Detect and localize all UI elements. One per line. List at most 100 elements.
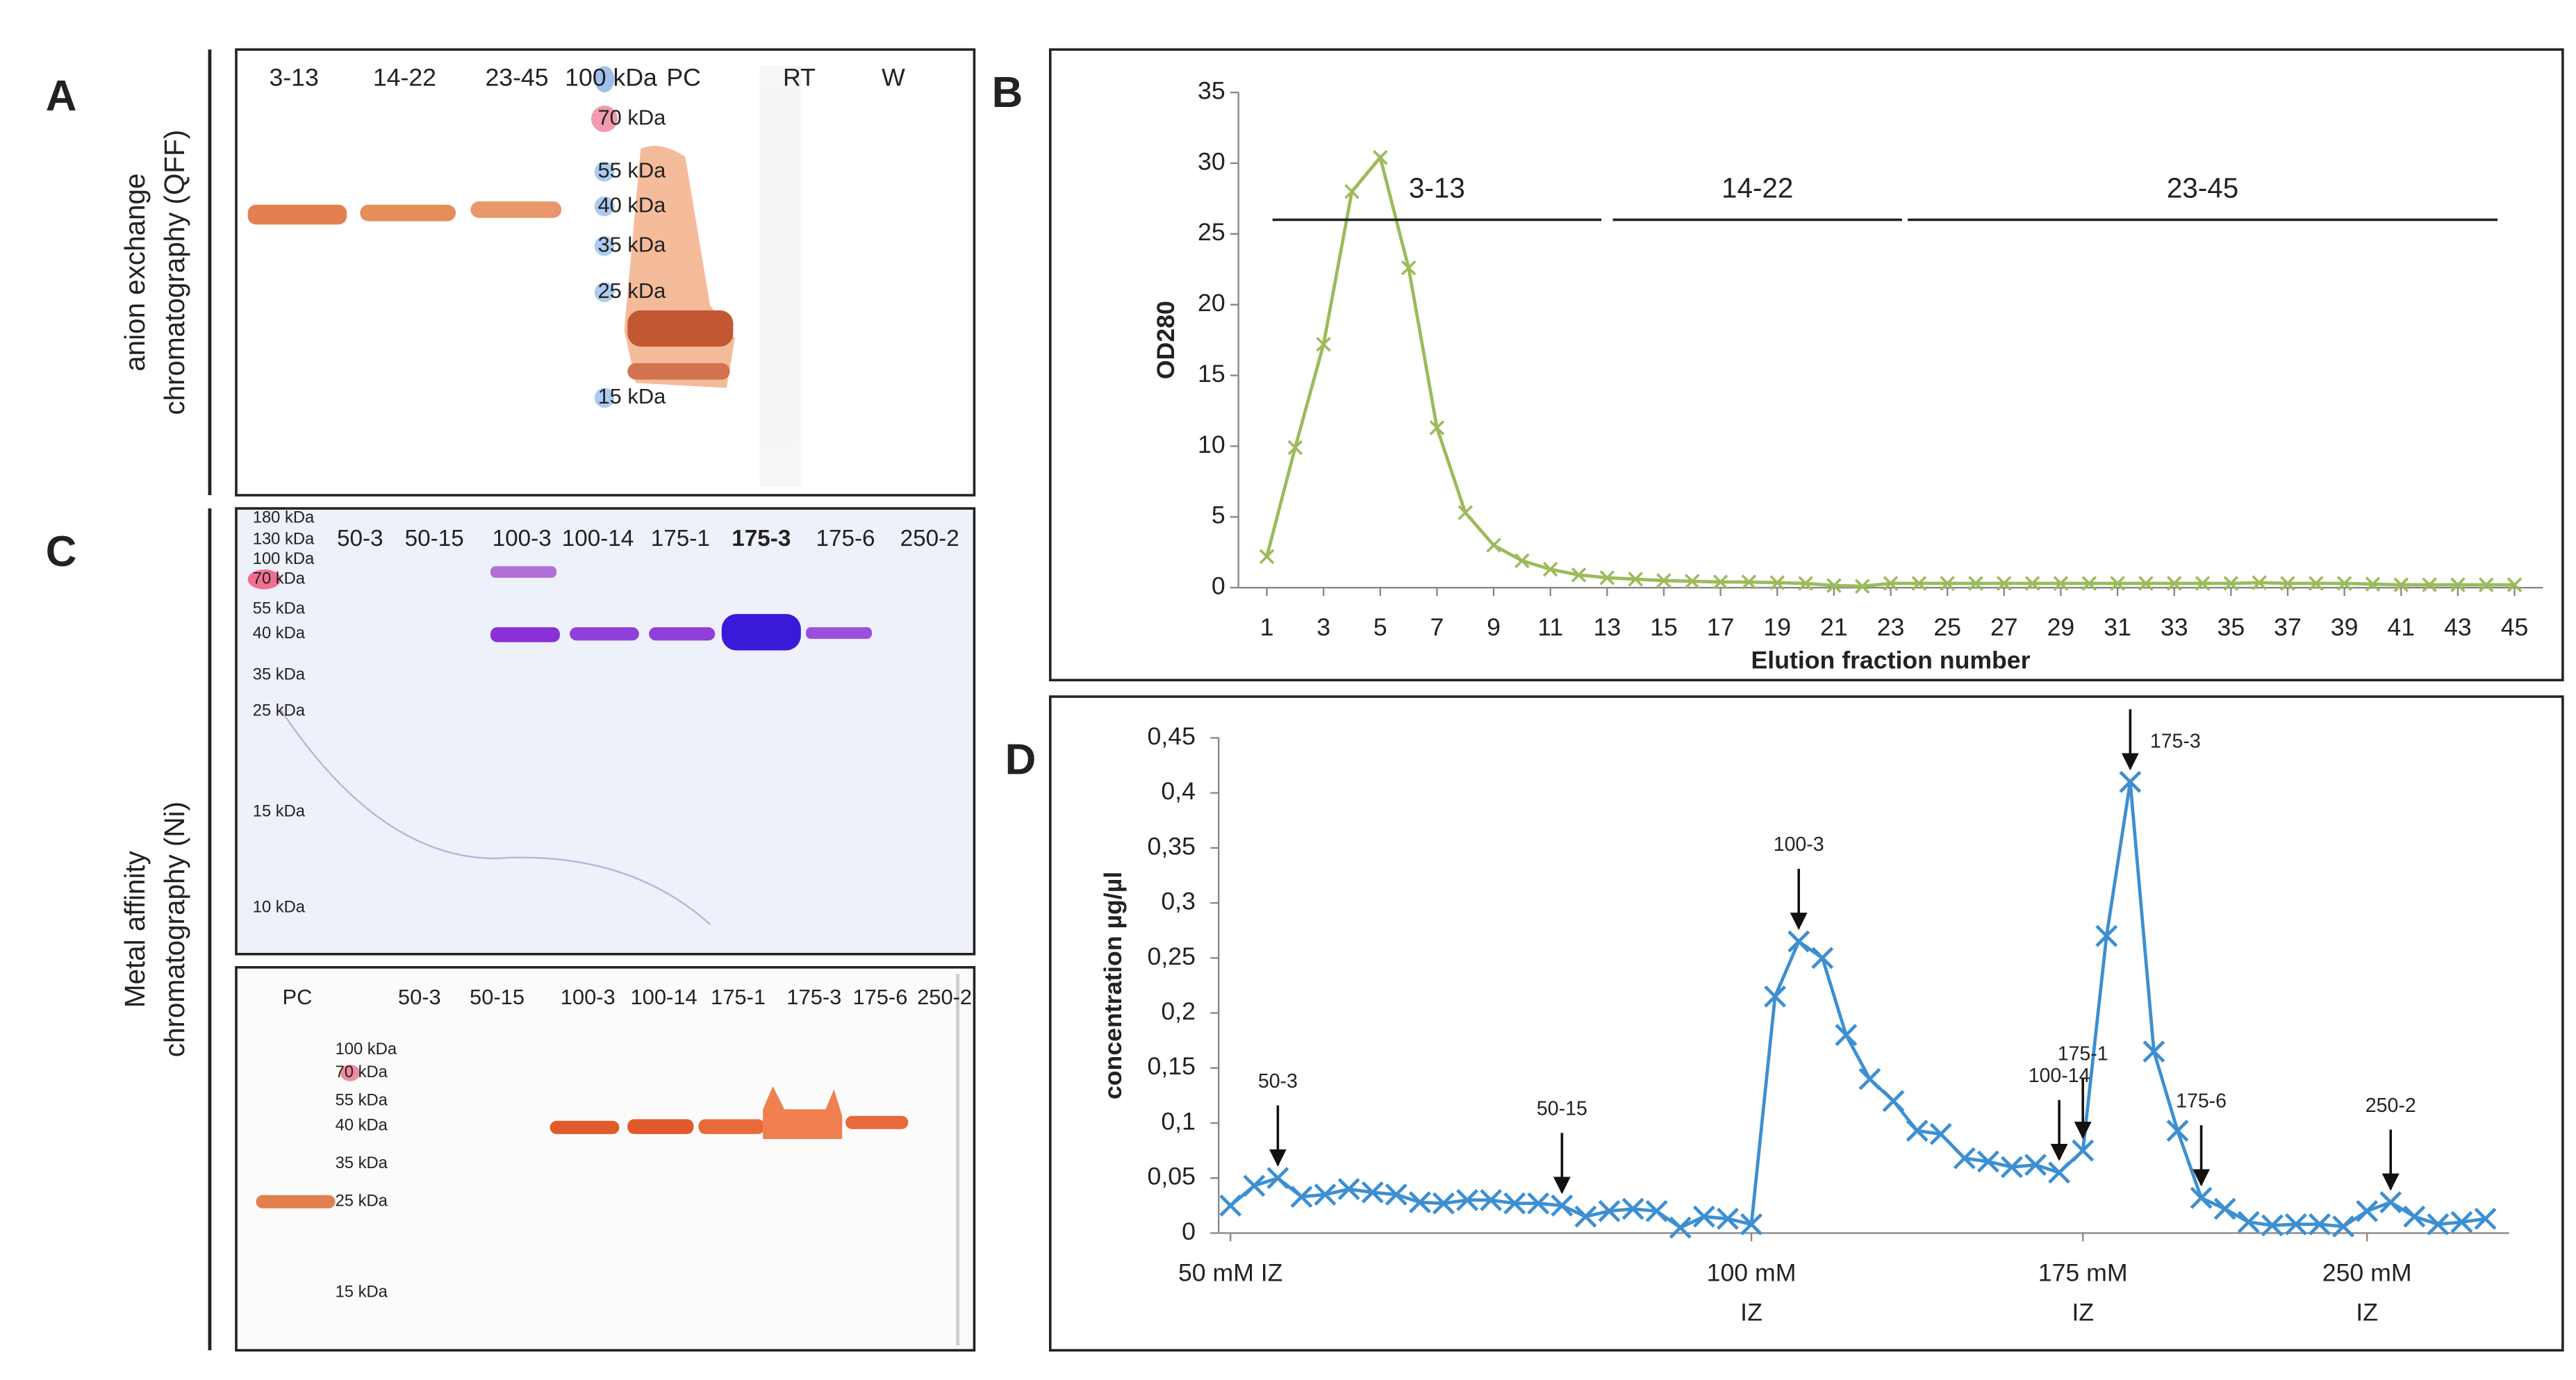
data-point [1433, 1192, 1455, 1215]
gel-label: 250-2 [900, 526, 959, 551]
x-tick-label: 37 [2274, 613, 2302, 641]
x-tick-label: IZ [1740, 1298, 1762, 1326]
gel-label: 100-14 [631, 985, 697, 1009]
data-point [2379, 1191, 2402, 1214]
data-point [1287, 440, 1303, 456]
data-point [1571, 567, 1587, 583]
y-tick-label: 30 [1198, 147, 1225, 175]
gel-label: 175-1 [711, 985, 766, 1009]
data-line [1229, 781, 2486, 1230]
gel-label: 175-6 [816, 526, 875, 551]
x-tick-label: 100 mM [1707, 1258, 1797, 1286]
x-tick-label: IZ [2356, 1298, 2378, 1326]
gel-label: 50-3 [337, 526, 383, 551]
y-tick-label: 0,2 [1161, 997, 1196, 1025]
data-point [1429, 420, 1445, 435]
data-point [2237, 1211, 2260, 1233]
data-point [1290, 1186, 1313, 1208]
data-point [2095, 924, 2118, 947]
data-point [1551, 1194, 1574, 1217]
gel-c-top [235, 507, 976, 956]
y-tick-label: 20 [1198, 289, 1225, 317]
y-tick-label: 0,05 [1148, 1163, 1196, 1190]
y-tick-label: 0 [1212, 572, 1225, 600]
data-point [2478, 577, 2494, 592]
data-point [1798, 576, 1813, 591]
arrow-label: 50-15 [1537, 1098, 1587, 1120]
gel-label: 14-22 [373, 64, 436, 92]
data-point [1883, 576, 1899, 591]
panel-b-frame [1048, 48, 2564, 682]
panel-letter: B [992, 69, 1023, 117]
data-point [1787, 930, 1810, 953]
data-point [1503, 1192, 1526, 1215]
y-tick-label: 0,4 [1161, 777, 1196, 805]
data-point [2332, 1215, 2354, 1238]
data-point [1656, 573, 1671, 588]
data-point [1764, 985, 1787, 1008]
panel-letter: C [46, 528, 77, 576]
y-tick-label: 0,25 [1148, 942, 1196, 970]
data-point [2474, 1207, 2497, 1230]
gel-label: 180 kDa [253, 508, 315, 527]
gel-label: 250-2 [917, 985, 972, 1009]
data-point [2427, 1213, 2450, 1236]
gel-label: 55 kDa [253, 599, 306, 617]
data-point [1882, 1090, 1905, 1113]
gel-c-bottom [235, 966, 976, 1352]
data-point [1645, 1199, 1668, 1222]
gel-label: 40 kDa [598, 192, 667, 217]
x-tick-label: 23 [1877, 613, 1905, 641]
x-tick-label: 3 [1316, 613, 1330, 641]
side-label: chromatography (Ni) [158, 801, 190, 1057]
y-axis-label: concentration µg/µl [1099, 872, 1127, 1099]
gel-label: RT [783, 64, 816, 92]
x-tick-label: 39 [2331, 613, 2359, 641]
data-point [2223, 576, 2239, 591]
gel-label: 23-45 [485, 64, 548, 92]
data-point [2048, 1161, 2071, 1184]
data-point [1854, 579, 1870, 594]
data-point [1835, 1024, 1858, 1047]
x-tick-label: 5 [1373, 613, 1387, 641]
data-point [2356, 1199, 2379, 1222]
x-tick-label: 25 [1933, 613, 1961, 641]
data-point [1716, 1207, 1739, 1230]
data-point [1266, 1167, 1289, 1190]
data-point [1361, 1181, 1384, 1204]
x-tick-label: 27 [1990, 613, 2018, 641]
y-axis-label: OD280 [1152, 301, 1180, 379]
data-point [1741, 574, 1757, 590]
gel-label: 50-15 [470, 985, 525, 1009]
gel-label: 175-3 [786, 985, 841, 1009]
data-point [2213, 1197, 2236, 1220]
x-tick-label: IZ [2072, 1298, 2094, 1326]
data-point [2000, 1156, 2023, 1179]
arrow-label: 175-6 [2176, 1090, 2227, 1112]
x-tick-label: 17 [1707, 613, 1735, 641]
x-axis-label: Elution fraction number [1751, 647, 2031, 674]
data-point [2403, 1205, 2426, 1228]
data-point [1599, 570, 1615, 585]
gel-label: 100 kDa [336, 1040, 397, 1058]
data-point [2309, 576, 2324, 591]
arrow-label: 175-3 [2150, 730, 2201, 752]
data-point [1826, 578, 1842, 593]
data-point [1712, 574, 1728, 590]
data-point [1669, 1216, 1692, 1239]
gel-label: 175-6 [852, 985, 907, 1009]
panel-d-frame [1048, 695, 2564, 1352]
x-tick-label: 50 mM IZ [1178, 1258, 1282, 1286]
x-tick-label: 15 [1650, 613, 1678, 641]
y-tick-label: 0,15 [1148, 1052, 1196, 1080]
data-point [1401, 260, 1417, 276]
data-point [2072, 1139, 2095, 1162]
x-tick-label: 19 [1763, 613, 1791, 641]
y-tick-label: 0,35 [1148, 832, 1196, 860]
x-tick-label: 11 [1537, 613, 1563, 641]
range-label: 3-13 [1409, 172, 1465, 203]
data-point [2195, 576, 2211, 591]
gel-label: 40 kDa [253, 624, 306, 642]
